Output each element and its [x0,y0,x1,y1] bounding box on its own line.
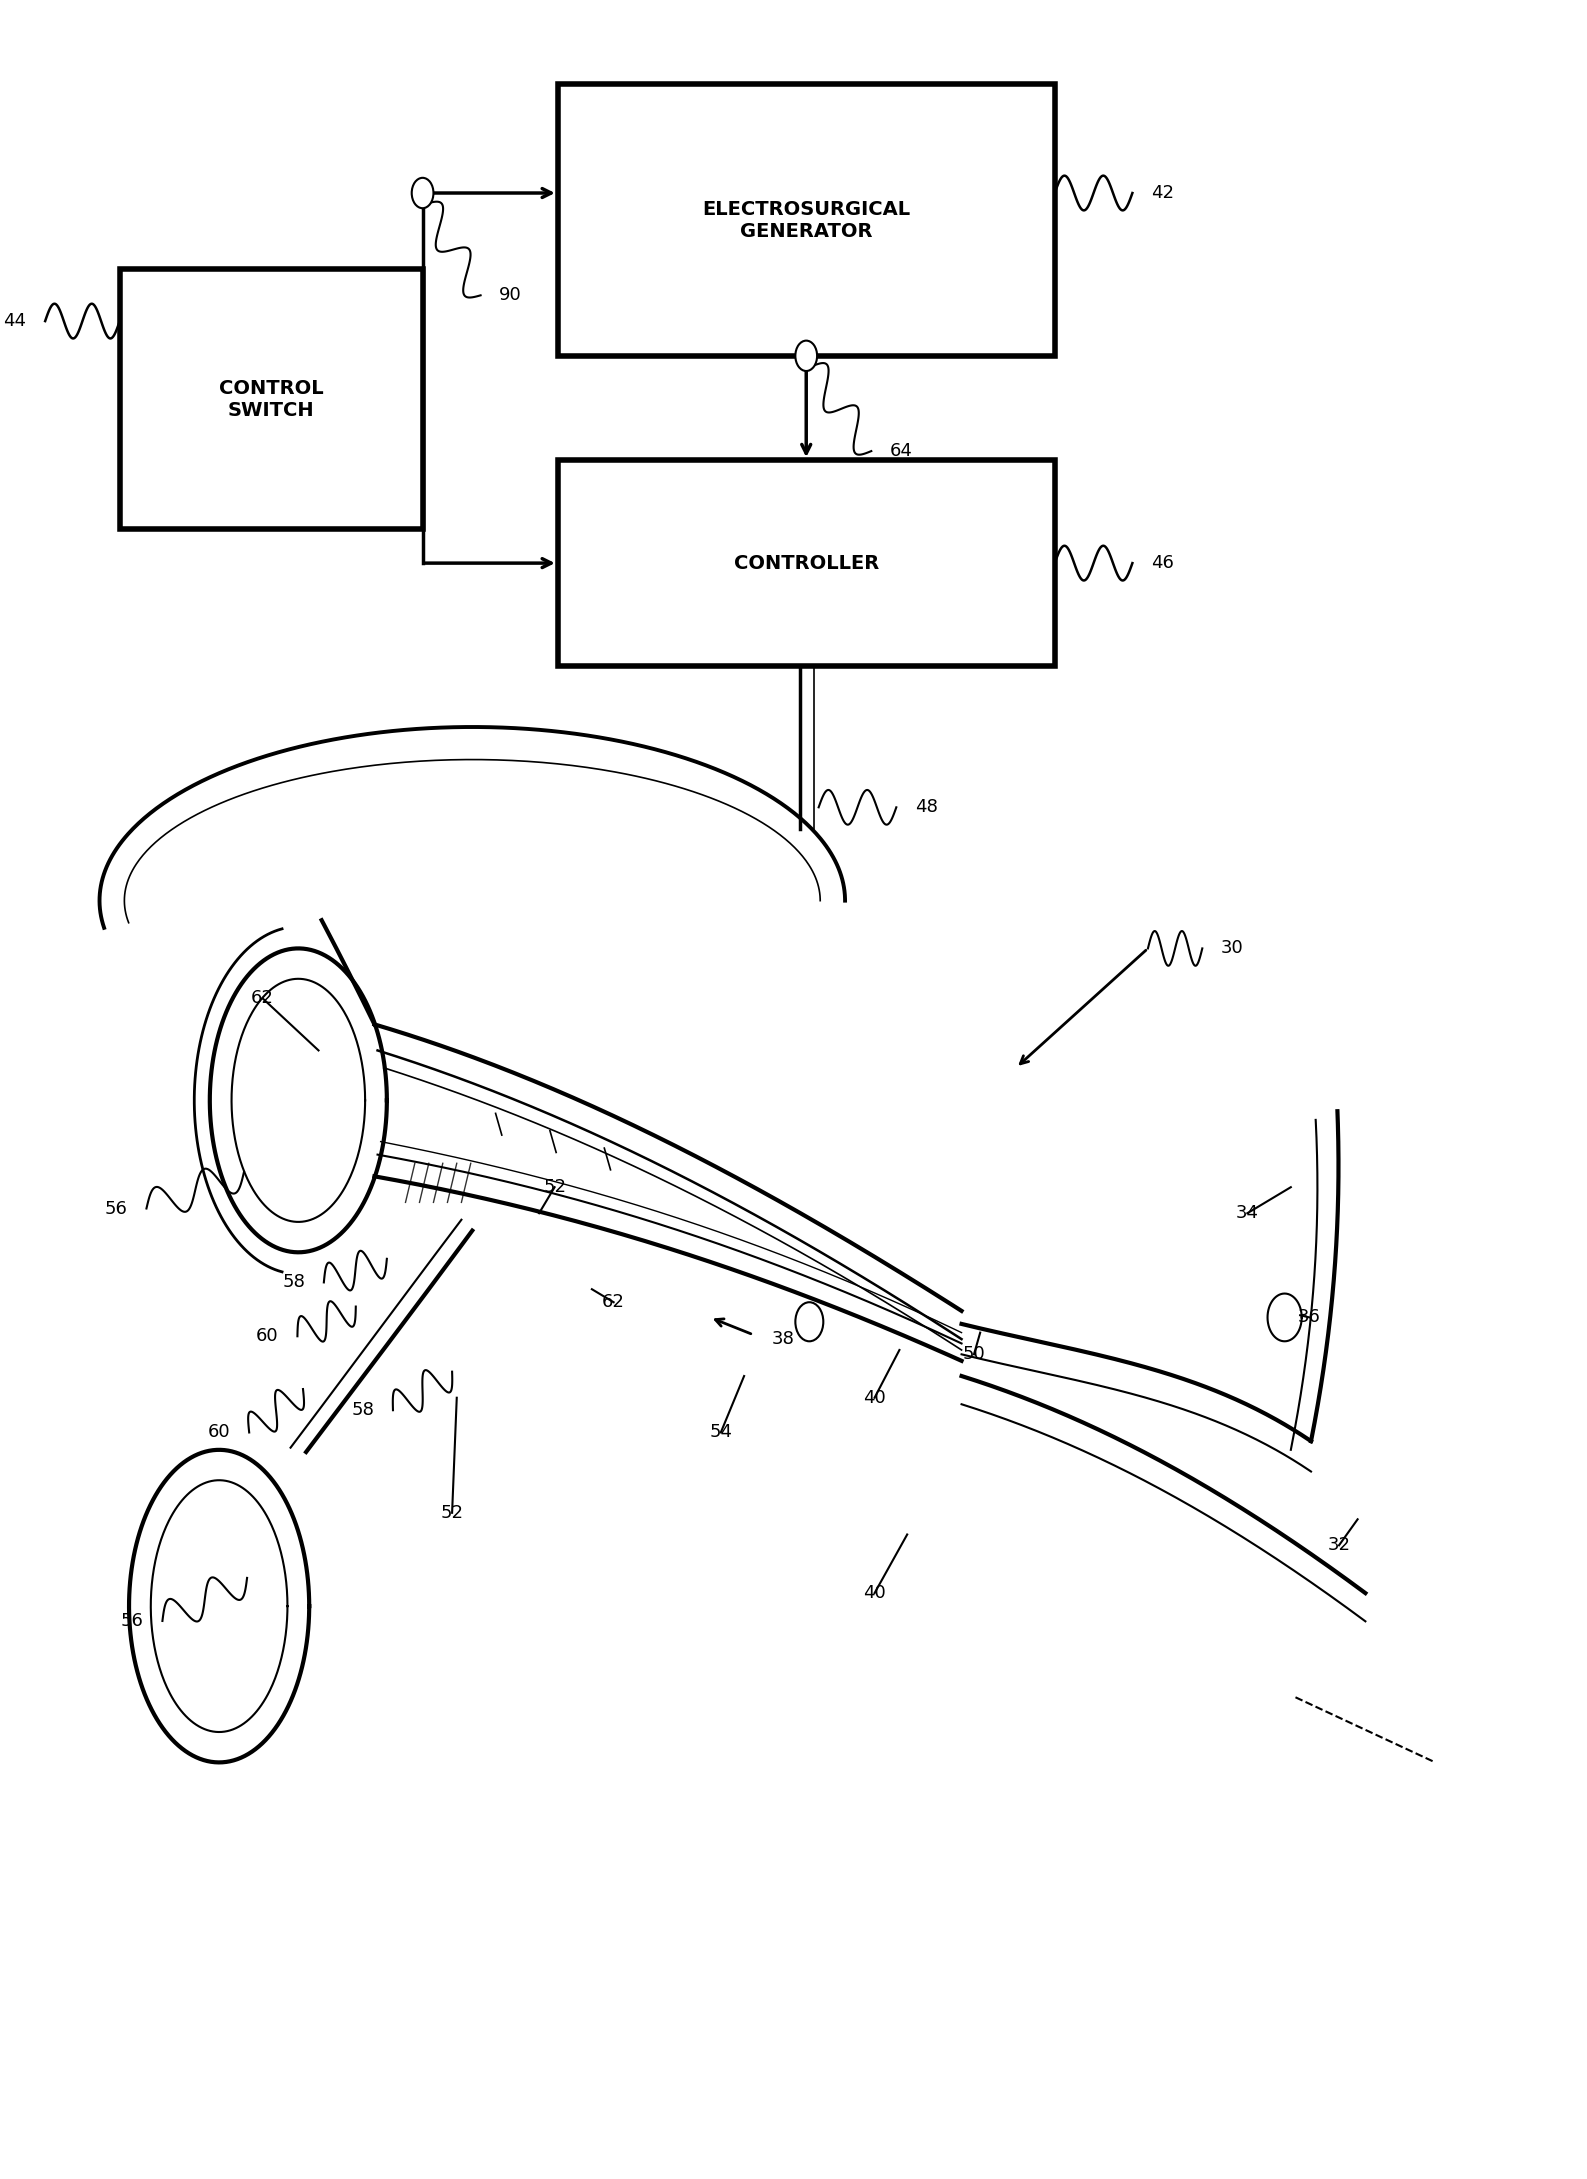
Text: 46: 46 [1151,553,1174,573]
Bar [557,460,1055,667]
Bar [119,268,422,529]
Text: CONTROL
SWITCH: CONTROL SWITCH [219,379,324,421]
Text: 30: 30 [1220,939,1244,957]
Text: 58: 58 [282,1273,305,1292]
Text: 62: 62 [601,1292,625,1312]
Circle shape [795,340,817,370]
Text: 38: 38 [771,1329,795,1349]
Bar [557,85,1055,355]
Circle shape [411,179,433,209]
Text: 34: 34 [1236,1205,1258,1222]
Text: 32: 32 [1327,1536,1351,1554]
Text: ELECTROSURGICAL
GENERATOR: ELECTROSURGICAL GENERATOR [701,200,911,240]
Circle shape [795,1303,824,1342]
Text: 52: 52 [543,1179,567,1196]
Text: 64: 64 [890,442,913,460]
Text: 90: 90 [500,285,522,305]
Text: 54: 54 [709,1423,732,1442]
Text: 50: 50 [963,1344,986,1364]
Text: 44: 44 [3,312,27,329]
Text: 56: 56 [105,1198,129,1218]
Text: 60: 60 [256,1327,279,1344]
Text: 48: 48 [916,798,938,817]
Text: 56: 56 [121,1612,144,1630]
Text: 60: 60 [208,1423,230,1442]
Text: 40: 40 [863,1388,886,1408]
Text: 52: 52 [441,1504,463,1521]
Text: 62: 62 [251,989,275,1007]
Text: 36: 36 [1298,1307,1320,1327]
Text: 42: 42 [1151,183,1174,203]
Text: CONTROLLER: CONTROLLER [733,553,879,573]
Text: 58: 58 [351,1401,375,1419]
Text: 40: 40 [863,1584,886,1602]
